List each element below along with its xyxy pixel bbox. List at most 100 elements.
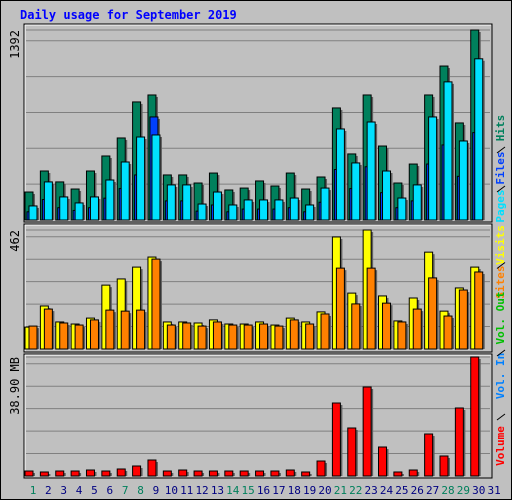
bar <box>43 308 53 350</box>
bar <box>85 469 95 477</box>
legend-label: Pages <box>494 189 507 222</box>
bar <box>474 271 484 350</box>
bar <box>331 402 341 477</box>
y-tick-label: 462 <box>8 230 22 252</box>
bar <box>458 140 468 221</box>
bar <box>74 324 84 350</box>
bar <box>197 325 207 350</box>
x-tick-label: 2 <box>45 484 52 497</box>
x-tick-label: 12 <box>195 484 208 497</box>
bar <box>166 184 176 221</box>
x-tick-label: 18 <box>288 484 301 497</box>
x-tick-label: 29 <box>457 484 470 497</box>
bar <box>136 136 146 221</box>
bar <box>59 196 69 221</box>
bar <box>289 319 299 350</box>
legend-separator <box>496 185 506 193</box>
bar <box>335 267 345 350</box>
y-tick-label: 38.90 MB <box>8 357 22 415</box>
bar <box>351 162 361 221</box>
bar <box>59 322 69 350</box>
bar <box>382 170 392 221</box>
bar <box>74 202 84 221</box>
bar <box>320 313 330 350</box>
bar <box>116 468 126 477</box>
x-tick-label: 21 <box>334 484 347 497</box>
bar <box>228 324 238 350</box>
x-tick-label: 13 <box>211 484 224 497</box>
bar <box>208 470 218 477</box>
x-tick-label: 9 <box>153 484 160 497</box>
bar <box>28 205 38 221</box>
bar <box>270 470 280 477</box>
x-tick-label: 28 <box>441 484 454 497</box>
bar <box>470 356 480 477</box>
bar <box>197 203 207 221</box>
bar <box>443 81 453 221</box>
bar <box>228 204 238 221</box>
x-tick-label: 15 <box>242 484 255 497</box>
bar <box>408 469 418 477</box>
bar <box>120 310 130 350</box>
legend-label: Vol. In <box>494 353 507 399</box>
panel <box>23 353 493 479</box>
bar <box>259 199 269 221</box>
x-tick-label: 17 <box>272 484 285 497</box>
x-tick-label: 31 <box>487 484 500 497</box>
bar <box>305 204 315 221</box>
bar <box>151 258 161 350</box>
bar <box>193 470 203 477</box>
x-tick-label: 3 <box>60 484 67 497</box>
bar <box>178 469 188 477</box>
bar <box>70 470 80 477</box>
x-tick-label: 26 <box>411 484 424 497</box>
bar <box>89 319 99 350</box>
bar <box>393 471 403 477</box>
bar <box>397 197 407 221</box>
bar <box>366 267 376 350</box>
bar <box>382 302 392 350</box>
bar <box>43 181 53 221</box>
bar <box>443 315 453 350</box>
bar <box>439 455 449 477</box>
bar <box>101 470 111 477</box>
x-tick-label: 8 <box>137 484 144 497</box>
x-tick-label: 16 <box>257 484 270 497</box>
x-tick-label: 24 <box>380 484 394 497</box>
legend-label: Sites <box>494 265 507 298</box>
bar <box>428 116 438 221</box>
bar <box>397 321 407 350</box>
bar <box>274 199 284 221</box>
bar <box>305 323 315 350</box>
legend-label: Hits <box>494 115 507 142</box>
bar <box>120 161 130 221</box>
bar <box>412 184 422 221</box>
bar <box>105 309 115 350</box>
legend-label: Files <box>494 151 507 184</box>
x-tick-label: 14 <box>226 484 240 497</box>
bar <box>285 469 295 477</box>
legend-separator <box>496 349 506 357</box>
legend-separator <box>496 262 506 269</box>
bar <box>243 324 253 350</box>
bar <box>132 465 142 477</box>
y-tick-label: 1392 <box>8 30 22 59</box>
bar <box>335 128 345 221</box>
x-tick-label: 7 <box>122 484 129 497</box>
legend-separator <box>496 413 506 421</box>
bar <box>255 470 265 477</box>
bar <box>39 471 49 477</box>
bar <box>301 471 311 477</box>
bar <box>24 470 34 477</box>
legend-label: Volume <box>494 426 507 466</box>
bar <box>458 289 468 350</box>
legend-label: Vol. Out <box>494 292 507 345</box>
bar <box>89 196 99 221</box>
bar <box>147 459 157 477</box>
bar <box>136 309 146 350</box>
x-tick-label: 27 <box>426 484 439 497</box>
bar <box>351 303 361 350</box>
bar <box>474 58 484 221</box>
bar <box>347 427 357 477</box>
